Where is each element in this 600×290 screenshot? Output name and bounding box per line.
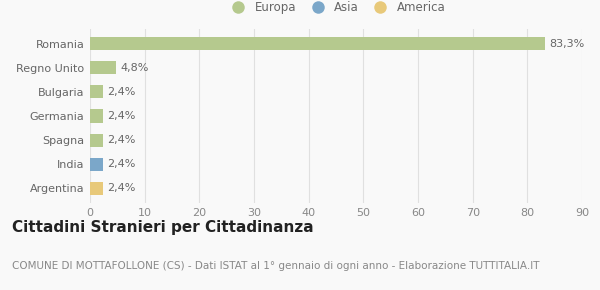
- Text: 2,4%: 2,4%: [107, 87, 136, 97]
- Text: 2,4%: 2,4%: [107, 184, 136, 193]
- Text: Cittadini Stranieri per Cittadinanza: Cittadini Stranieri per Cittadinanza: [12, 220, 314, 235]
- Bar: [90, 37, 545, 50]
- Text: 2,4%: 2,4%: [107, 159, 136, 169]
- Bar: [90, 133, 103, 147]
- Text: 83,3%: 83,3%: [550, 39, 585, 48]
- Bar: [90, 61, 116, 74]
- Text: 2,4%: 2,4%: [107, 111, 136, 121]
- Text: 2,4%: 2,4%: [107, 135, 136, 145]
- Text: 4,8%: 4,8%: [121, 63, 149, 73]
- Text: COMUNE DI MOTTAFOLLONE (CS) - Dati ISTAT al 1° gennaio di ogni anno - Elaborazio: COMUNE DI MOTTAFOLLONE (CS) - Dati ISTAT…: [12, 261, 539, 271]
- Bar: [90, 109, 103, 123]
- Bar: [90, 158, 103, 171]
- Legend: Europa, Asia, America: Europa, Asia, America: [222, 0, 450, 19]
- Bar: [90, 85, 103, 99]
- Bar: [90, 182, 103, 195]
